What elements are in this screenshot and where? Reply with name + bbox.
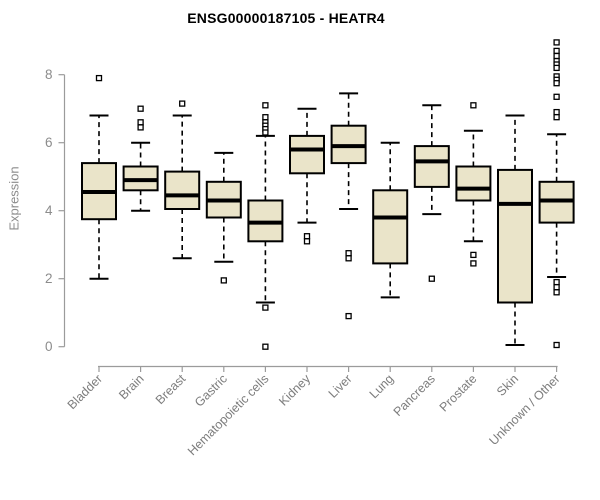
category-label: Brain	[116, 372, 147, 403]
box-prostate	[455, 165, 492, 202]
y-tick-label: 6	[45, 135, 53, 150]
outlier-hematopoietic-cells	[262, 304, 269, 311]
outlier-kidney	[303, 233, 311, 240]
outlier-unknown-other	[553, 93, 560, 100]
outlier-unknown-other	[553, 39, 560, 46]
outlier-brain	[137, 124, 144, 131]
category-label: Prostate	[437, 372, 480, 415]
category-label: Lung	[367, 372, 397, 402]
outlier-liver	[345, 255, 352, 262]
outlier-liver	[345, 312, 352, 320]
outlier-unknown-other	[553, 47, 560, 55]
category-label: Breast	[153, 371, 189, 407]
category-label: Liver	[326, 372, 355, 401]
outlier-unknown-other	[553, 108, 560, 116]
box-kidney	[289, 134, 325, 175]
box-lung	[372, 189, 409, 265]
outlier-unknown-other	[553, 284, 560, 291]
category-label: Gastric	[192, 372, 230, 410]
outlier-unknown-other	[553, 64, 560, 72]
box-skin	[497, 168, 533, 304]
y-tick-label: 2	[45, 271, 53, 286]
category-label: Unknown / Other	[486, 372, 562, 448]
outlier-unknown-other	[553, 341, 560, 349]
box-breast	[164, 170, 201, 211]
outlier-brain	[137, 105, 144, 112]
outlier-kidney	[303, 238, 311, 245]
outlier-unknown-other	[553, 114, 560, 121]
outlier-unknown-other	[553, 278, 560, 286]
outlier-prostate	[470, 102, 477, 109]
y-tick-label: 0	[45, 339, 53, 354]
outlier-breast	[179, 100, 186, 107]
outlier-brain	[137, 119, 144, 126]
outlier-unknown-other	[553, 52, 560, 60]
category-label: Skin	[494, 372, 521, 399]
category-label: Bladder	[65, 372, 105, 412]
category-label: Hematopoietic cells	[185, 372, 272, 459]
outlier-unknown-other	[553, 80, 560, 87]
outlier-liver	[345, 250, 352, 257]
y-tick-label: 4	[45, 203, 53, 218]
outlier-hematopoietic-cells	[262, 343, 269, 350]
outlier-hematopoietic-cells	[262, 129, 269, 136]
category-label: Kidney	[276, 371, 313, 408]
outlier-hematopoietic-cells	[262, 114, 269, 121]
outlier-gastric	[220, 277, 227, 284]
category-label: Pancreas	[391, 372, 438, 419]
outlier-pancreas	[428, 275, 435, 282]
outlier-prostate	[470, 251, 477, 259]
outlier-hematopoietic-cells	[262, 102, 269, 109]
box-pancreas	[413, 145, 450, 188]
outlier-prostate	[470, 260, 477, 267]
outlier-bladder	[95, 74, 103, 82]
chart-title: ENSG00000187105 - HEATR4	[187, 10, 385, 26]
y-tick-label: 8	[45, 67, 53, 82]
outlier-unknown-other	[553, 289, 560, 296]
